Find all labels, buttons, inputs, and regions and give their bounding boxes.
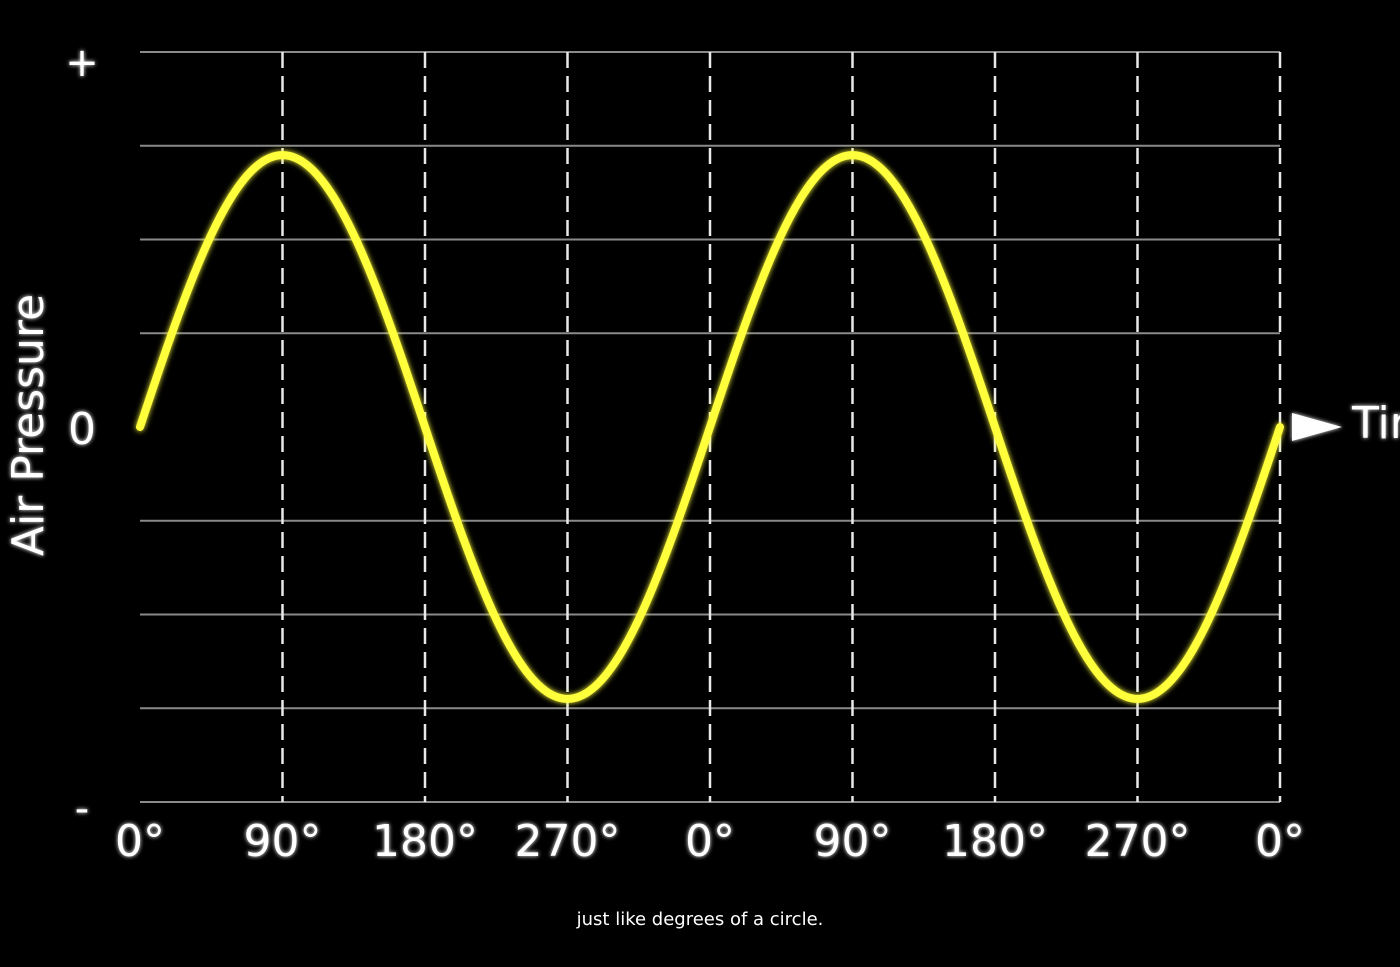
x-tick-label: 180° [372,816,478,867]
x-tick-label: 180° [942,816,1048,867]
x-tick-label: 0° [685,816,735,867]
y-tick-label: + [65,40,99,86]
x-tick-label: 90° [814,816,892,867]
subtitle-caption: just like degrees of a circle. [576,909,824,930]
x-axis-arrow-icon [1292,413,1342,441]
labels: 0° 90° 180° 270° 0° 90° 180° 270° 0° +0 - Air Press… [3,40,1400,867]
x-tick-label: 0° [1255,816,1305,867]
curves [136,151,1284,703]
x-tick-label: 270° [515,816,621,867]
y-tick-label: - [75,786,89,832]
x-tick-label: 0° [115,816,165,867]
y-tick-label: 0 [68,404,96,455]
x-tick-label: 270° [1085,816,1191,867]
y-axis-title: Air Pressure [3,294,54,556]
x-tick-label: 90° [244,816,322,867]
x-axis-title: Time [1351,398,1400,449]
sine-wave-line [136,151,1284,703]
